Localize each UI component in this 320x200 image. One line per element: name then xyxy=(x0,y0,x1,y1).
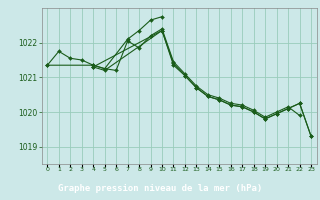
Text: Graphe pression niveau de la mer (hPa): Graphe pression niveau de la mer (hPa) xyxy=(58,184,262,193)
